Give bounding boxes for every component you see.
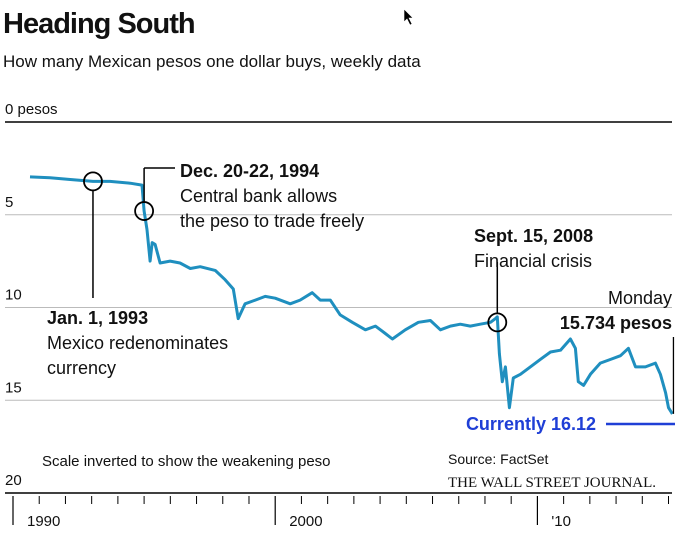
annotation-text: the peso to trade freely (180, 211, 364, 231)
annotation-title: Sept. 15, 2008 (474, 226, 593, 246)
y-tick-label: 10 (5, 287, 22, 304)
chart-title: Heading South (3, 8, 195, 40)
annotation-title: Jan. 1, 1993 (47, 308, 148, 328)
note: Scale inverted to show the weakening pes… (42, 453, 331, 470)
current-label: Currently 16.12 (466, 414, 596, 434)
annotation-text: currency (47, 358, 116, 378)
y-tick-label: 20 (5, 472, 22, 489)
annotation-text: Mexico redenominates (47, 333, 228, 353)
last-label: Monday (608, 288, 672, 308)
y-tick-label: 15 (5, 379, 22, 396)
series-line (29, 175, 674, 415)
y-tick-label: 0 pesos (5, 101, 58, 118)
y-tick-label: 5 (5, 194, 13, 211)
publisher: THE WALL STREET JOURNAL. (448, 475, 656, 491)
cursor-icon (403, 8, 414, 26)
annotation-text: Central bank allows (180, 186, 337, 206)
annotation-text: Financial crisis (474, 251, 592, 271)
x-tick-label: 1990 (27, 513, 60, 530)
chart-subtitle: How many Mexican pesos one dollar buys, … (3, 52, 421, 71)
x-tick-label: '10 (551, 513, 571, 530)
annotation-title: Dec. 20-22, 1994 (180, 161, 319, 181)
last-value-label: 15.734 pesos (560, 313, 672, 333)
source: Source: FactSet (448, 451, 548, 467)
x-tick-label: 2000 (289, 513, 322, 530)
